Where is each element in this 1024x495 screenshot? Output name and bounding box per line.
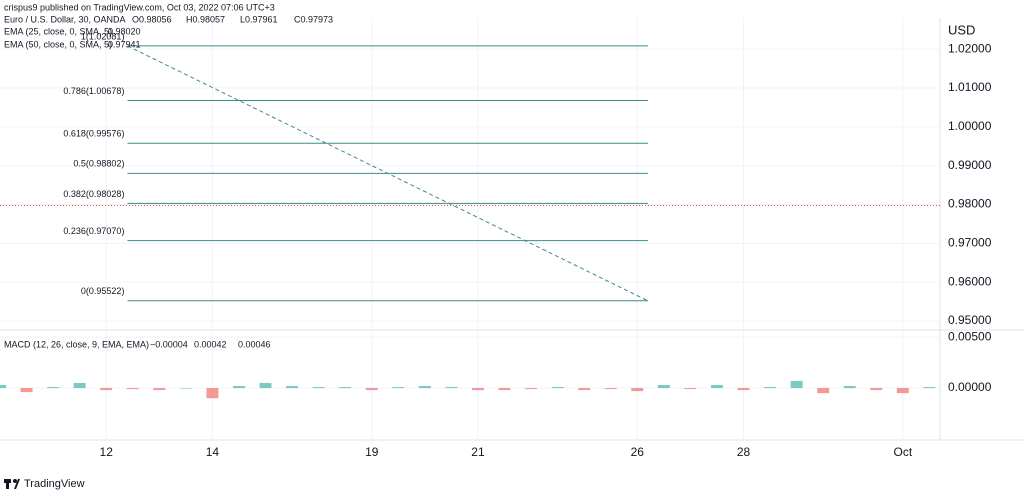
macd-legend: MACD (12, 26, close, 9, EMA, EMA) (4, 339, 149, 349)
y-tick-label: 1.00000 (948, 119, 992, 133)
histogram-bar (365, 388, 378, 391)
histogram-bar (73, 382, 86, 389)
y-tick-label: 0.97000 (948, 236, 992, 250)
histogram-bar (206, 388, 219, 399)
x-tick-label: 12 (100, 445, 114, 459)
y-tick-label: 0.99000 (948, 158, 992, 172)
histogram-bar (870, 388, 883, 391)
histogram-bar (445, 387, 458, 389)
histogram-bar (20, 388, 33, 393)
histogram-bar (418, 386, 431, 389)
ohlc-value: O0.98056 (132, 14, 172, 24)
x-tick-label: 21 (471, 445, 485, 459)
x-tick-label: 14 (206, 445, 220, 459)
logo-mark (6, 483, 9, 489)
histogram-bar (896, 388, 909, 394)
logo-mark (4, 479, 11, 483)
ohlc-value: L0.97961 (240, 14, 278, 24)
histogram-bar (179, 388, 192, 389)
fib-label: 0(0.95522) (81, 286, 125, 296)
histogram-bar (126, 388, 139, 390)
published-note: crispus9 published on TradingView.com, O… (4, 2, 275, 12)
histogram-bar (233, 386, 245, 389)
macd-legend-value: 0.00042 (194, 339, 227, 349)
legend-label: EMA (25, close, 0, SMA, 5) (4, 26, 112, 36)
histogram-bar (923, 387, 936, 389)
fib-label: 0.5(0.98802) (73, 159, 124, 169)
fib-trend-line (127, 45, 649, 302)
histogram-bar (100, 388, 113, 391)
ohlc-value: H0.98057 (186, 14, 225, 24)
histogram-bar (339, 387, 352, 389)
fib-label: 0.236(0.97070) (63, 226, 124, 236)
logo-mark (13, 479, 17, 483)
y-tick-label: 0.95000 (948, 313, 992, 327)
histogram-bar (684, 388, 697, 390)
histogram-bar (259, 382, 272, 389)
x-tick-label: Oct (893, 445, 912, 459)
x-tick-label: 26 (631, 445, 645, 459)
y-tick-label: 0.00000 (948, 380, 992, 394)
histogram-bar (737, 388, 750, 391)
histogram-bar (631, 388, 644, 392)
legend-value: 0.98020 (108, 26, 141, 36)
histogram-bar (764, 387, 777, 389)
x-tick-label: 19 (365, 445, 379, 459)
histogram-bar (312, 387, 325, 389)
logo-mark (14, 479, 20, 489)
histogram-bar (710, 385, 723, 389)
histogram-bar (392, 387, 405, 389)
footer-brand: TradingView (24, 478, 85, 490)
histogram-bar (843, 386, 856, 389)
histogram-bar (153, 388, 166, 391)
x-tick-label: 28 (737, 445, 751, 459)
macd-legend-value: 0.00046 (238, 339, 271, 349)
histogram-bar (817, 388, 830, 394)
legend-value: 0.97941 (108, 39, 141, 49)
macd-legend-value: −0.00004 (150, 339, 188, 349)
y-tick-label: 0.96000 (948, 274, 992, 288)
y-tick-label: 1.02000 (948, 41, 992, 55)
histogram-bar (498, 388, 511, 391)
y-tick-label: 0.00500 (948, 329, 992, 343)
currency: USD (948, 22, 975, 37)
histogram-bar (47, 387, 60, 389)
symbol-title: Euro / U.S. Dollar, 30, OANDA (4, 14, 126, 24)
histogram-bar (0, 385, 6, 389)
fib-label: 0.786(1.00678) (63, 86, 124, 96)
histogram-bar (525, 388, 538, 390)
fib-label: 1(1.02081) (81, 31, 125, 41)
histogram-bar (657, 385, 670, 389)
logo (4, 479, 20, 489)
histogram-bar (604, 388, 617, 390)
fib-label: 0.382(0.98028) (63, 189, 124, 199)
histogram-bar (578, 388, 591, 391)
histogram-bar (286, 386, 299, 389)
histogram-bar (790, 380, 803, 389)
legend-label: EMA (50, close, 0, SMA, 5) (4, 39, 112, 49)
histogram-bar (471, 388, 484, 391)
y-tick-label: 1.01000 (948, 80, 992, 94)
histogram-bar (551, 387, 564, 389)
fib-label: 0.618(0.99576) (63, 129, 124, 139)
y-tick-label: 0.98000 (948, 197, 992, 211)
ohlc-value: C0.97973 (294, 14, 333, 24)
